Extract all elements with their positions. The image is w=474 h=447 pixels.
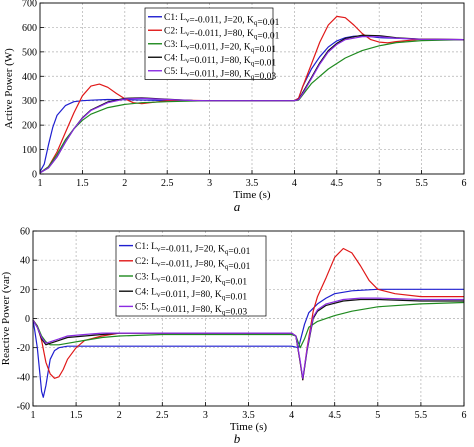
x-tick-label: 1.5 — [70, 410, 83, 421]
x-tick-label: 3 — [207, 178, 212, 189]
x-tick-label: 4 — [292, 178, 297, 189]
x-tick-label: 5 — [377, 178, 382, 189]
series-line-c3 — [32, 301, 465, 349]
y-tick-label: 40 — [20, 256, 30, 267]
y-tick-label: 0 — [25, 314, 30, 325]
y-axis-label: Reactive Power (var) — [0, 271, 12, 365]
x-tick-label: 4 — [289, 410, 294, 421]
x-tick-label: 2 — [117, 410, 122, 421]
x-tick-label: 3.5 — [242, 410, 255, 421]
y-tick-label: 300 — [22, 96, 37, 107]
legend-box — [115, 235, 267, 317]
x-axis-label: Time (s) — [233, 189, 271, 201]
x-tick-label: 2.5 — [161, 178, 174, 189]
legend-label-c5: C5: Lv=0.011, J=80, Kq=0.03 — [135, 303, 247, 318]
y-tick-label: 0 — [32, 170, 37, 181]
x-axis-label: Time (s) — [230, 421, 268, 433]
y-tick-label: 60 — [20, 227, 30, 238]
x-tick-label: 5 — [375, 410, 380, 421]
y-tick-label: -60 — [17, 402, 30, 413]
legend-label-c1: C1: Lv=-0.011, J=20, Kq=0.01 — [135, 242, 251, 257]
chart-panel-a: 1 1.5 2 2.5 3 3.5 4 4.5 5 5.5 6 0 100 200 300 400 500 600… — [3, 0, 467, 214]
x-tick-label: 2 — [122, 178, 127, 189]
x-tick-label: 6 — [462, 410, 467, 421]
legend-label-c4: C4: Lv=0.011, J=80, Kq=0.01 — [135, 288, 247, 303]
series-line-c1 — [32, 288, 464, 398]
legend-label-c3: C3: Lv=0.011, J=20, Kq=0.01 — [135, 272, 247, 287]
y-axis-label: Active Power (W) — [3, 48, 15, 129]
legend-label-c4: C4: Lv=0.011, J=80, Kq=0.01 — [164, 54, 276, 69]
y-tick-label: 100 — [22, 145, 37, 156]
legend-label-c2: C2: Lv=-0.011, J=80, Kq=0.01 — [135, 257, 251, 272]
y-tick-label: -20 — [17, 343, 30, 354]
x-tick-label: 1.5 — [76, 178, 89, 189]
y-tick-label: -40 — [17, 372, 30, 383]
legend-label-c2: C2: Lv=-0.011, J=80, Kq=0.01 — [164, 27, 280, 42]
x-tick-label: 6 — [462, 178, 467, 189]
legend-label-c1: C1: Lv=-0.011, J=20, Kq=0.01 — [164, 13, 280, 28]
series-line-c5 — [32, 297, 464, 379]
y-tick-label: 600 — [22, 23, 37, 34]
x-tick-label: 5.5 — [415, 178, 428, 189]
y-tick-label: 700 — [22, 0, 37, 10]
y-tick-label: 400 — [22, 72, 37, 83]
y-tick-label: 20 — [20, 285, 30, 296]
y-tick-label: 500 — [22, 47, 37, 58]
x-tick-label: 4.5 — [328, 410, 341, 421]
series-line-c5 — [39, 36, 465, 174]
panel-label: a — [234, 199, 241, 214]
legend-label-c5: C5: Lv=0.011, J=80, Kq=0.03 — [164, 67, 276, 82]
x-tick-label: 3 — [203, 410, 208, 421]
x-tick-label: 3.5 — [246, 178, 259, 189]
chart-panel-b: 1 1.5 2 2.5 3 3.5 4 4.5 5 5.5 6 -60 -40 -20 0 20 40 60 Tim… — [0, 227, 467, 447]
x-tick-label: 1 — [38, 178, 43, 189]
panel-label: b — [234, 431, 241, 446]
x-tick-label: 5.5 — [415, 410, 428, 421]
x-tick-label: 4.5 — [331, 178, 344, 189]
y-tick-label: 200 — [22, 121, 37, 132]
x-tick-label: 2.5 — [156, 410, 169, 421]
legend-box — [144, 7, 274, 80]
legend-label-c3: C3: Lv=0.011, J=20, Kq=0.01 — [164, 40, 276, 55]
x-tick-label: 1 — [31, 410, 36, 421]
